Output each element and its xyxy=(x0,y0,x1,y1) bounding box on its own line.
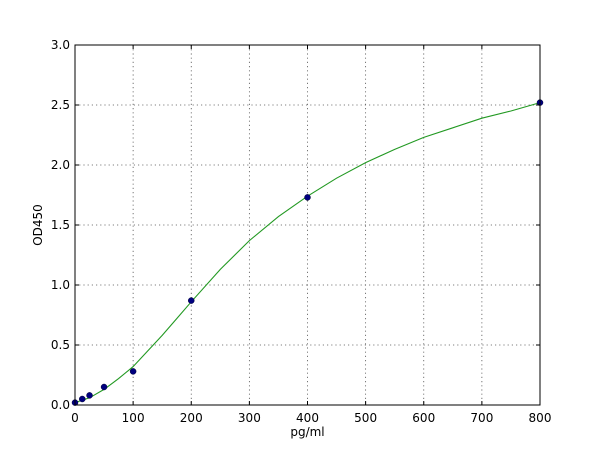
data-point xyxy=(100,383,108,391)
y-tick-label: 1.0 xyxy=(51,278,70,292)
x-tick-label: 400 xyxy=(296,411,319,425)
x-tick-label: 300 xyxy=(238,411,261,425)
fit-curve-layer xyxy=(74,102,541,404)
fit-curve-line xyxy=(74,102,541,404)
y-tick-label: 3.0 xyxy=(51,38,70,52)
x-tick-label: 600 xyxy=(412,411,435,425)
data-points-layer xyxy=(71,99,544,406)
data-point xyxy=(188,297,195,304)
data-point xyxy=(304,194,311,201)
data-point xyxy=(79,395,86,403)
y-tick-label: 0.5 xyxy=(51,338,70,352)
y-tick-labels: 0.0 0.5 1.0 1.5 2.0 2.5 3.0 xyxy=(51,38,70,412)
y-tick-label: 1.5 xyxy=(51,218,70,232)
x-tick-labels: 0 100 200 300 400 500 600 700 800 xyxy=(71,411,551,425)
y-tick-label: 2.5 xyxy=(51,98,70,112)
data-point xyxy=(129,368,137,375)
y-axis-label: OD450 xyxy=(31,204,45,246)
y-tick-label: 0.0 xyxy=(51,398,70,412)
data-point xyxy=(86,392,93,399)
x-tick-label: 200 xyxy=(180,411,203,425)
x-tick-label: 800 xyxy=(529,411,552,425)
x-tick-label: 100 xyxy=(122,411,145,425)
x-tick-label: 700 xyxy=(470,411,493,425)
x-axis-label: pg/ml xyxy=(290,425,324,439)
y-tick-label: 2.0 xyxy=(51,158,70,172)
x-tick-label: 500 xyxy=(354,411,377,425)
x-tick-label: 0 xyxy=(71,411,79,425)
grid-lines xyxy=(75,45,540,405)
axis-ticks xyxy=(74,44,541,406)
